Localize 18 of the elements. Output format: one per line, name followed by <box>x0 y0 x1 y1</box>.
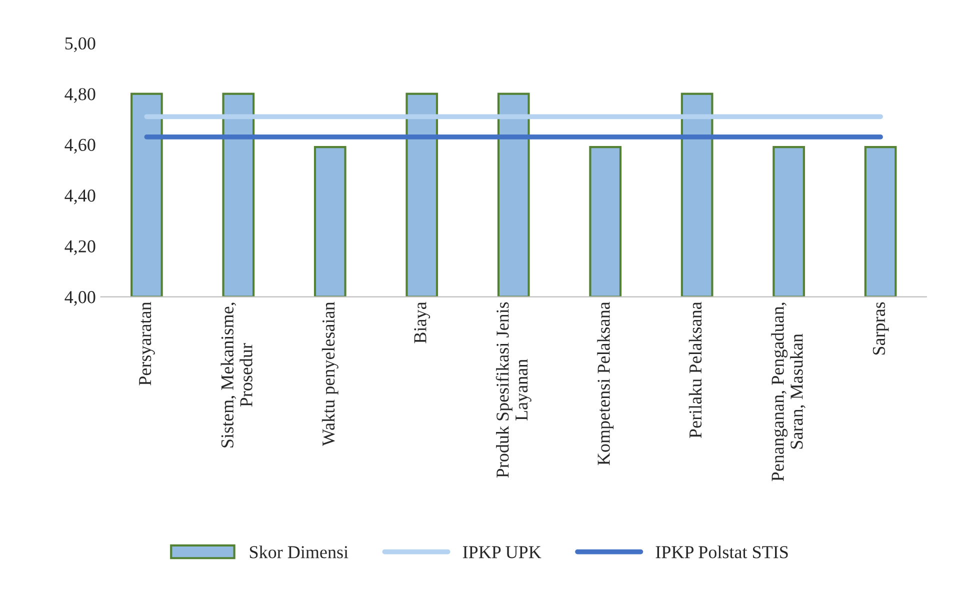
x-tick-label: Sistem, Mekanisme, Prosedur <box>220 302 252 448</box>
y-tick-label: 4,00 <box>64 291 96 306</box>
y-tick-label: 4,80 <box>64 88 96 103</box>
y-tick-label: 5,00 <box>65 37 96 52</box>
x-tick-label: Waktu penyelesaian <box>322 302 338 446</box>
y-tick-label: 4,60 <box>64 138 96 154</box>
x-tick-label: Penanganan, Pengaduan, Saran, Masukan <box>771 302 806 482</box>
y-tick-label: 4,40 <box>64 190 96 204</box>
x-tick-label: Sarpras <box>872 302 889 355</box>
x-tick-label: Perilaku Pelaksana <box>688 302 702 438</box>
x-tick-label: Kompetensi Pelaksana <box>597 302 614 466</box>
x-tick-label: Biaya <box>414 302 430 344</box>
x-tick-label: Produk Spesifikasi Jenis Layanan <box>496 302 532 478</box>
y-tick-label: 4,20 <box>64 240 96 256</box>
legend-label: IPKP Polstat STIS <box>656 546 788 558</box>
x-tick-label: Persyaratan <box>139 302 155 386</box>
legend-label: IPKP UPK <box>462 546 542 558</box>
legend-label: Skor Dimensi <box>250 546 348 558</box>
